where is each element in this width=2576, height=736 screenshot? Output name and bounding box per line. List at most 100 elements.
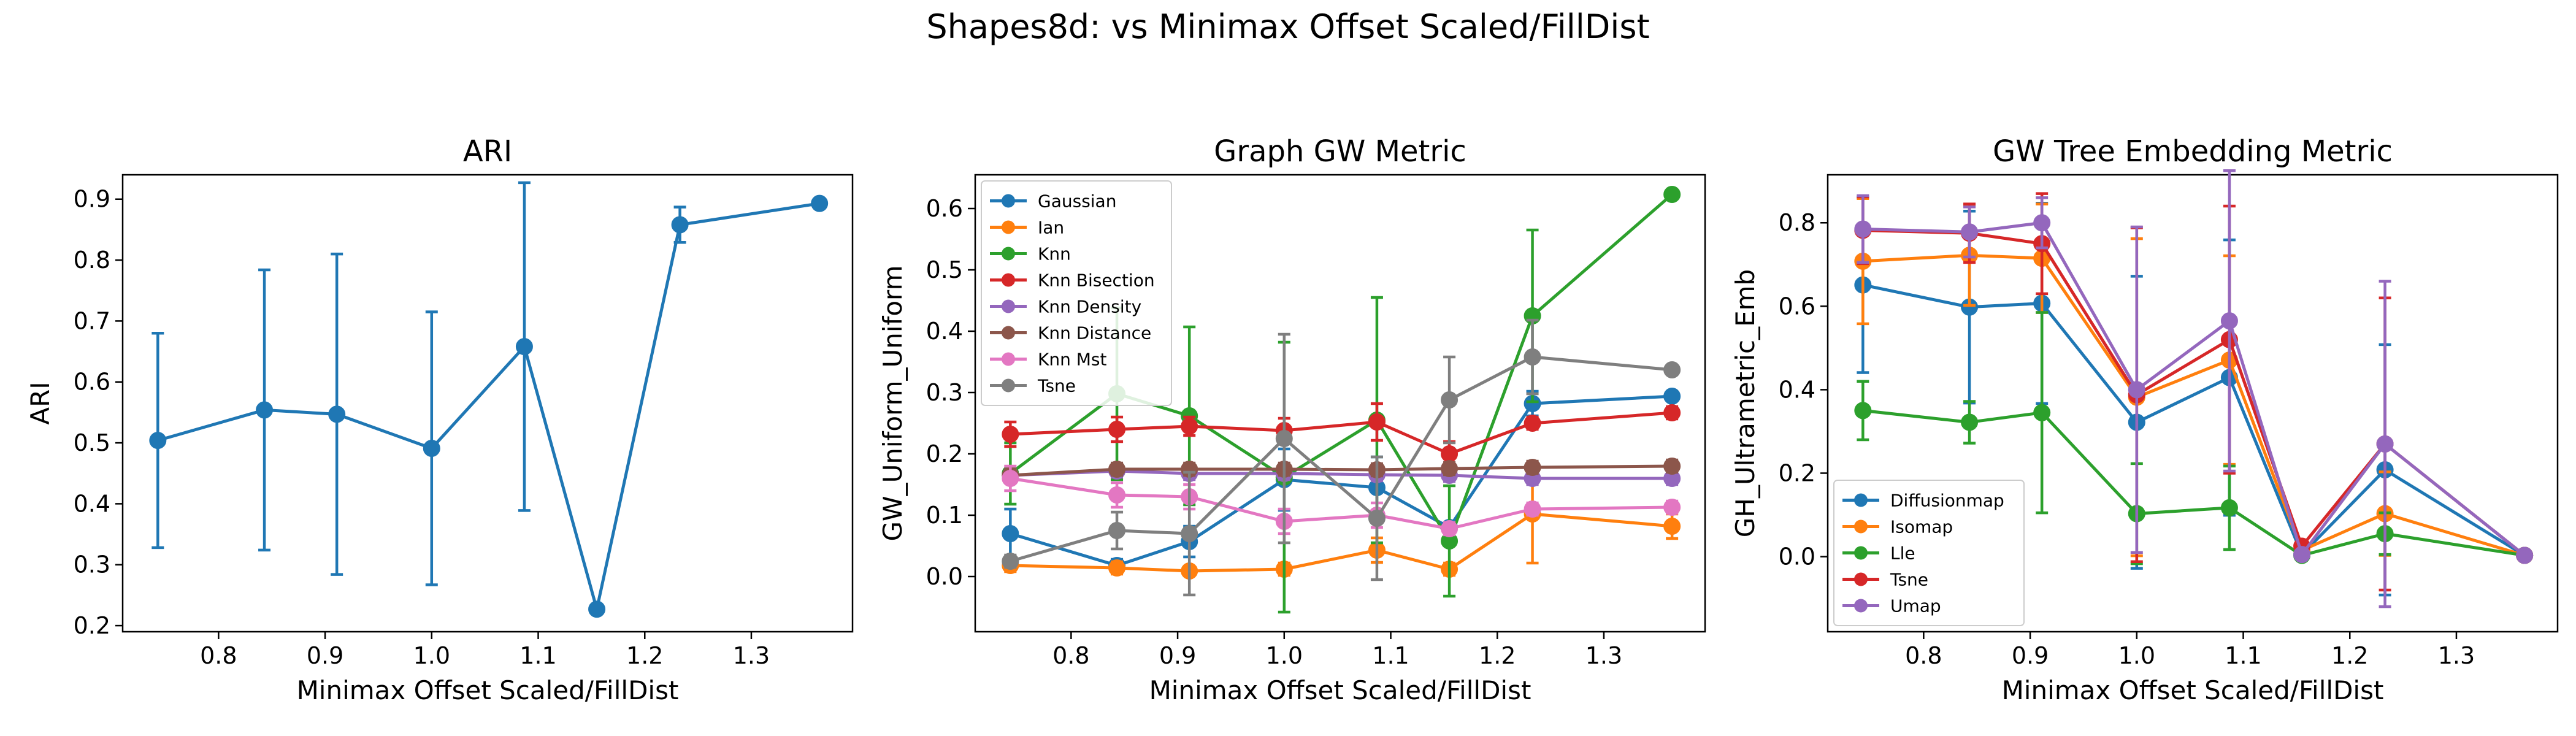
legend-label: Umap (1890, 596, 1941, 616)
y-tick-label: 0.1 (926, 502, 963, 529)
legend-marker (1002, 247, 1015, 261)
data-point (1441, 445, 1459, 462)
data-point (1181, 418, 1198, 435)
data-point (1108, 486, 1126, 504)
series-line (1863, 408, 2525, 557)
legend-label: Isomap (1890, 517, 1953, 537)
legend: Gaussian Ian Knn Knn Bisection Knn Density Kn… (981, 180, 1172, 406)
y-tick-label: 0.2 (926, 440, 963, 467)
y-tick-label: 0.7 (74, 307, 110, 334)
series-line (1863, 221, 2526, 557)
data-point (1181, 525, 1198, 542)
series-line (1010, 394, 1673, 567)
series-knn-mst (1002, 464, 1681, 537)
data-point (1368, 510, 1386, 527)
data-point (1108, 522, 1126, 539)
data-point (2293, 546, 2311, 564)
x-tick-label: 1.0 (2118, 642, 2155, 669)
x-tick-label: 1.2 (2331, 642, 2368, 669)
data-point (2033, 404, 2051, 421)
legend-marker (1002, 299, 1015, 313)
y-tick-label: 0.5 (926, 256, 963, 283)
data-point (1524, 459, 1541, 476)
legend-label: Ian (1038, 218, 1064, 238)
x-tick-label: 1.3 (1585, 642, 1622, 669)
panel-title: GW Tree Embedding Metric (1993, 134, 2393, 169)
series-line (1010, 411, 1673, 456)
y-tick-label: 0.3 (926, 379, 963, 406)
legend-label: Tsne (1890, 570, 1928, 590)
data-point (1441, 520, 1459, 537)
legend-label: Lle (1890, 543, 1915, 564)
data-point (1108, 461, 1126, 478)
legend-marker (1002, 194, 1015, 208)
x-axis-label: Minimax Offset Scaled/FillDist (2002, 675, 2384, 705)
axes-frame (1827, 174, 2559, 633)
series-tsne (1002, 318, 1681, 597)
data-point (811, 194, 829, 212)
chart-panels: ARI 0.8 0.9 1.0 1.1 1.2 1.3 0.2 0.3 0.4 0.5 0.6 0.7 0… (25, 134, 2559, 705)
legend-marker (1854, 546, 1868, 560)
legend-marker (1002, 326, 1015, 340)
y-axis-label: GW_Uniform_Uniform (878, 266, 908, 542)
series-umap (1854, 169, 2534, 608)
data-point (256, 401, 274, 419)
series-line (1862, 283, 2526, 557)
x-tick-label: 0.9 (1159, 642, 1196, 669)
y-tick-label: 0.0 (1779, 543, 1815, 570)
data-point (1368, 413, 1386, 431)
data-point (1663, 518, 1681, 535)
legend-label: Knn Mst (1038, 350, 1107, 370)
data-point (1854, 402, 1872, 420)
data-point (1441, 391, 1459, 408)
series-knn-bisection (1002, 402, 1681, 468)
x-tick-label: 0.8 (1905, 642, 1942, 669)
y-tick-label: 0.0 (926, 563, 963, 590)
data-point (1108, 421, 1126, 438)
data-point (2033, 214, 2051, 232)
y-tick-label: 0.4 (74, 490, 110, 517)
y-tick-label: 0.4 (926, 318, 963, 345)
data-point (1441, 460, 1459, 477)
data-point (1663, 404, 1681, 421)
legend-marker (1854, 599, 1868, 613)
series-line (157, 202, 820, 611)
data-point (1002, 426, 1019, 443)
data-point (1854, 220, 1872, 238)
data-point (1961, 413, 1979, 431)
y-tick-label: 0.3 (74, 551, 110, 578)
y-tick-label: 0.4 (1779, 376, 1815, 403)
legend-box (1833, 480, 2025, 626)
series-line (1863, 253, 2525, 557)
data-point (515, 338, 533, 356)
data-point (588, 600, 606, 618)
data-point (2516, 546, 2534, 564)
data-point (671, 216, 689, 234)
data-point (1108, 559, 1126, 577)
legend-marker (1002, 352, 1015, 366)
data-point (1002, 470, 1019, 487)
data-point (149, 432, 167, 450)
legend-label: Knn Distance (1038, 323, 1151, 343)
x-tick-label: 0.8 (200, 642, 237, 669)
data-point (1002, 525, 1019, 542)
legend-marker (1002, 220, 1015, 234)
y-tick-label: 0.9 (74, 186, 110, 213)
series-line (1010, 355, 1673, 563)
data-point (1663, 388, 1681, 405)
data-point (328, 405, 346, 423)
legend-label: Tsne (1037, 376, 1076, 396)
x-tick-label: 1.2 (1479, 642, 1516, 669)
legend-label: Diffusionmap (1890, 491, 2004, 511)
data-point (1663, 361, 1681, 378)
series-line (1010, 469, 1673, 480)
data-point (1524, 415, 1541, 432)
panel-title: ARI (463, 134, 512, 169)
data-point (1961, 223, 1979, 241)
data-point (2376, 435, 2394, 453)
x-tick-label: 0.9 (2012, 642, 2049, 669)
chart-panel-3: GW Tree Embedding Metric 0.8 0.9 1.0 1.1 1.2 1… (1730, 134, 2559, 705)
y-tick-label: 0.5 (74, 429, 110, 456)
y-axis-label: GH_Ultrametric_Emb (1730, 269, 1760, 537)
